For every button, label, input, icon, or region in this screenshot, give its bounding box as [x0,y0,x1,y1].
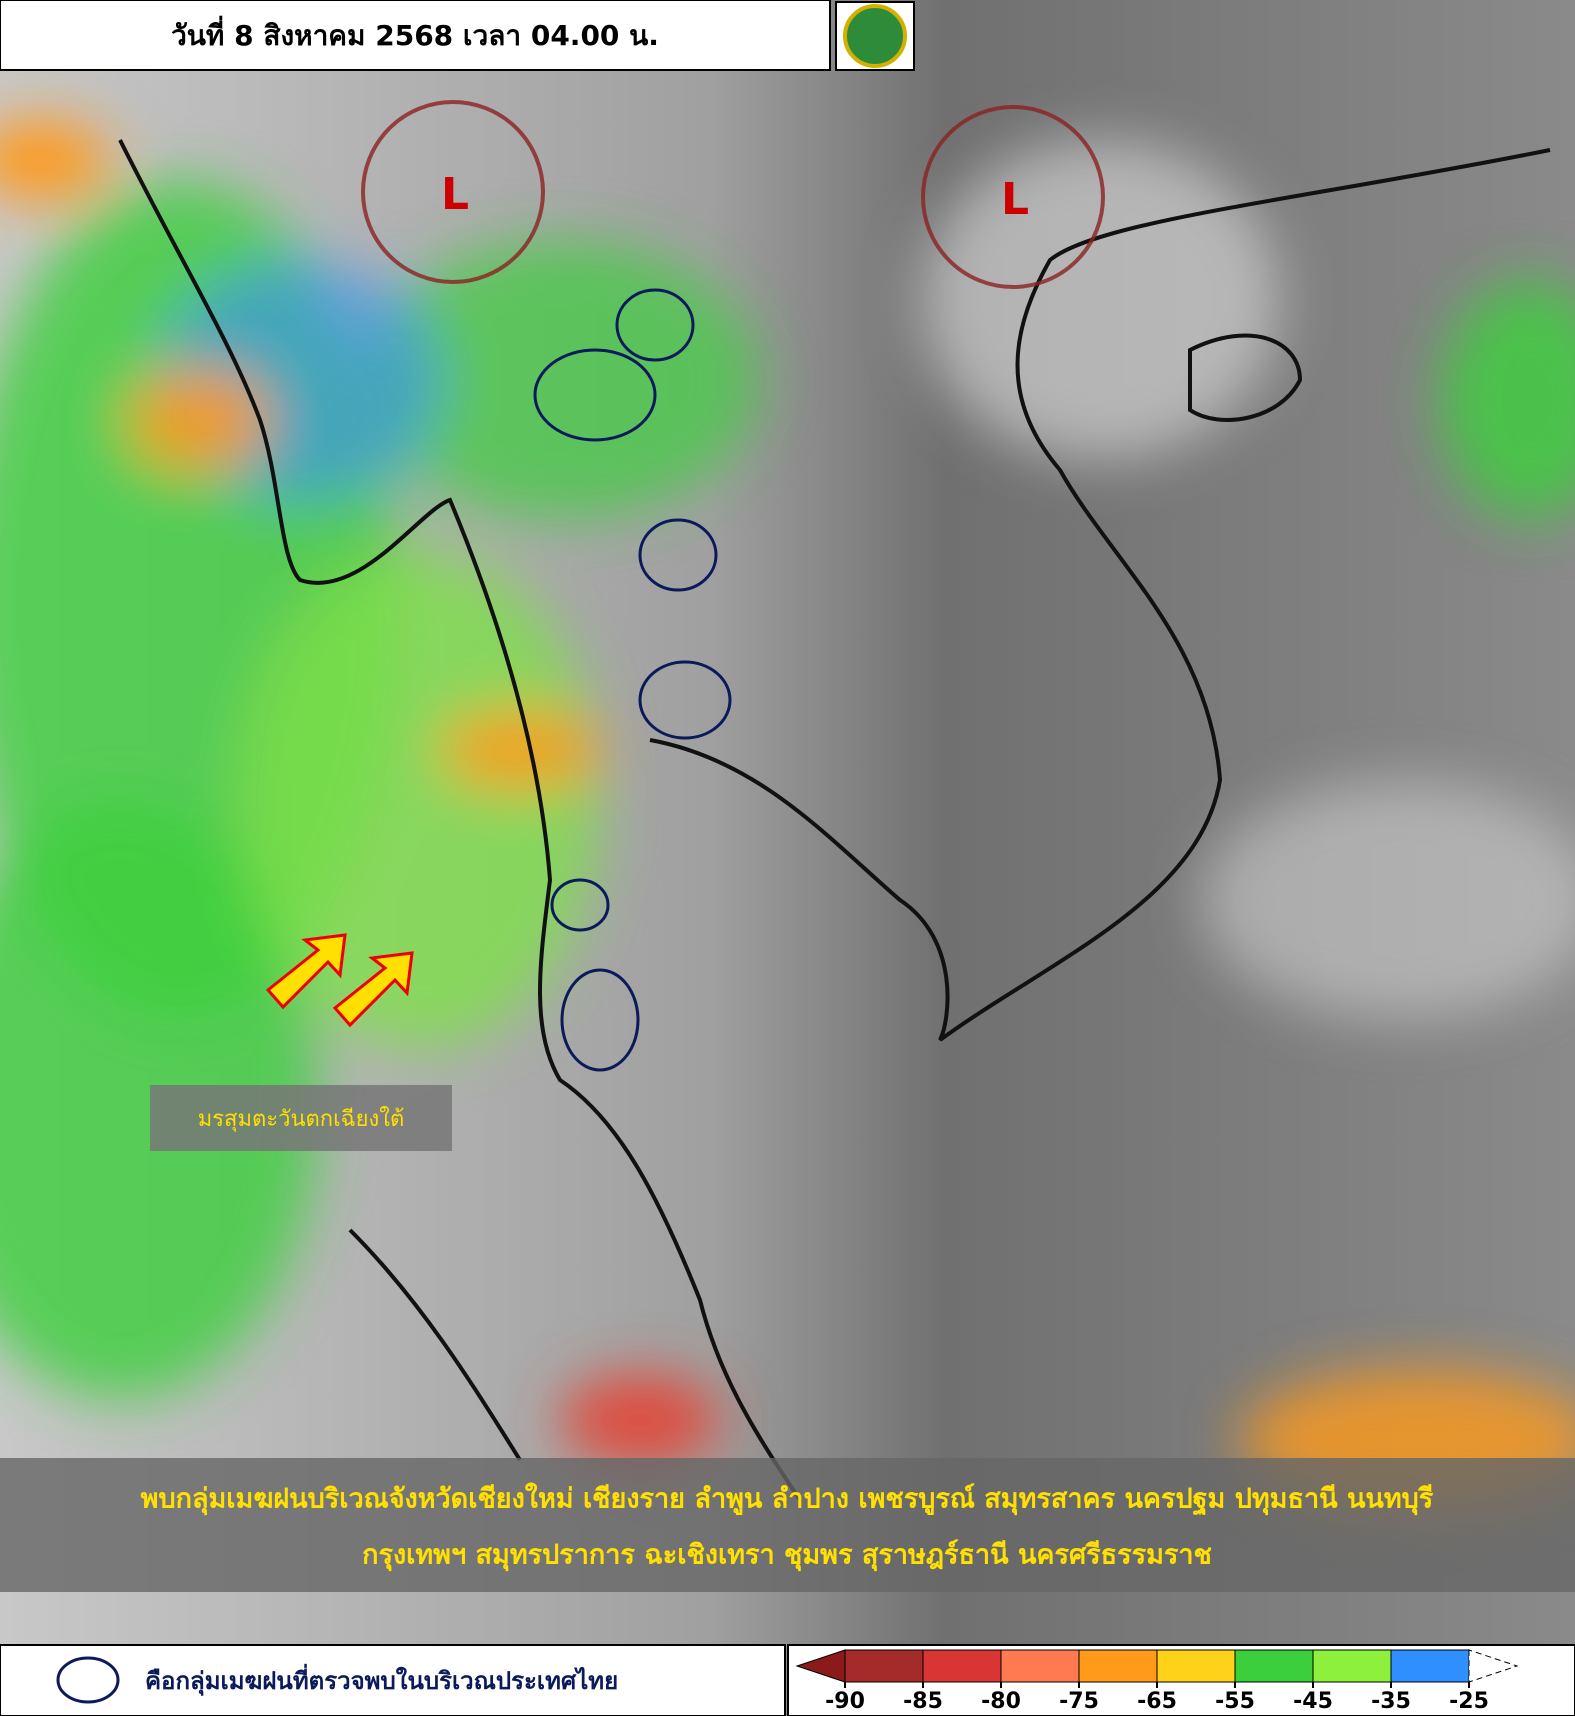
colorbar-segment [1390,1649,1470,1683]
colorbar-segment [1234,1649,1314,1683]
low-pressure-circles [361,100,1105,289]
legend-box [0,1644,786,1716]
colorbar-tick-label: -80 [981,1689,1021,1714]
colorbar-tick-label: -85 [903,1689,943,1714]
rain-cloud-outlines [533,288,732,1072]
colorbar-tick-label: -55 [1215,1689,1255,1714]
banner-line: พบกลุ่มเมฆฝนบริเวณจังหวัดเชียงใหม่ เชียง… [141,1483,1434,1517]
colorbar-tick-label: -45 [1293,1689,1333,1714]
colorbar-segment [844,1649,924,1683]
low-pressure-label: L [1001,174,1029,225]
legend-note: คือกลุ่มเมฆฝนที่ตรวจพบในบริเวณประเทศไทย [145,1663,618,1697]
banner [0,1458,1575,1592]
colorbar: -90 -85 -80 -75 -65 -55 -45 -35 -25 [795,1649,1519,1714]
coastlines [118,139,1551,1502]
colorbar-segment [1078,1649,1158,1683]
colorbar-above [1468,1649,1519,1683]
colorbar-segment [1156,1649,1236,1683]
colorbar-tick-label: -90 [825,1689,865,1714]
colorbar-tick-label: -65 [1137,1689,1177,1714]
colorbar-segment [1000,1649,1080,1683]
monsoon-label: มรสุมตะวันตกเฉียงใต้ [198,1106,405,1132]
monsoon-label-box [150,1085,452,1151]
monsoon-arrows [265,933,414,1028]
logo [843,4,907,68]
header-box [0,0,831,71]
colorbar-segment [1312,1649,1392,1683]
colorbar-tick-label: -35 [1371,1689,1411,1714]
legend-cloud-icon [56,1656,120,1704]
colorbar-segment [922,1649,1002,1683]
header-title: วันที่ 8 สิงหาคม 2568 เวลา 04.00 น. [171,15,659,52]
colorbar-tick-label: -75 [1059,1689,1099,1714]
low-pressure-label: L [441,169,469,220]
colorbar-tick-label: -25 [1449,1689,1489,1714]
banner-line: กรุงเทพฯ สมุทรปราการ ฉะเชิงเทรา ชุมพร สุ… [362,1539,1212,1572]
